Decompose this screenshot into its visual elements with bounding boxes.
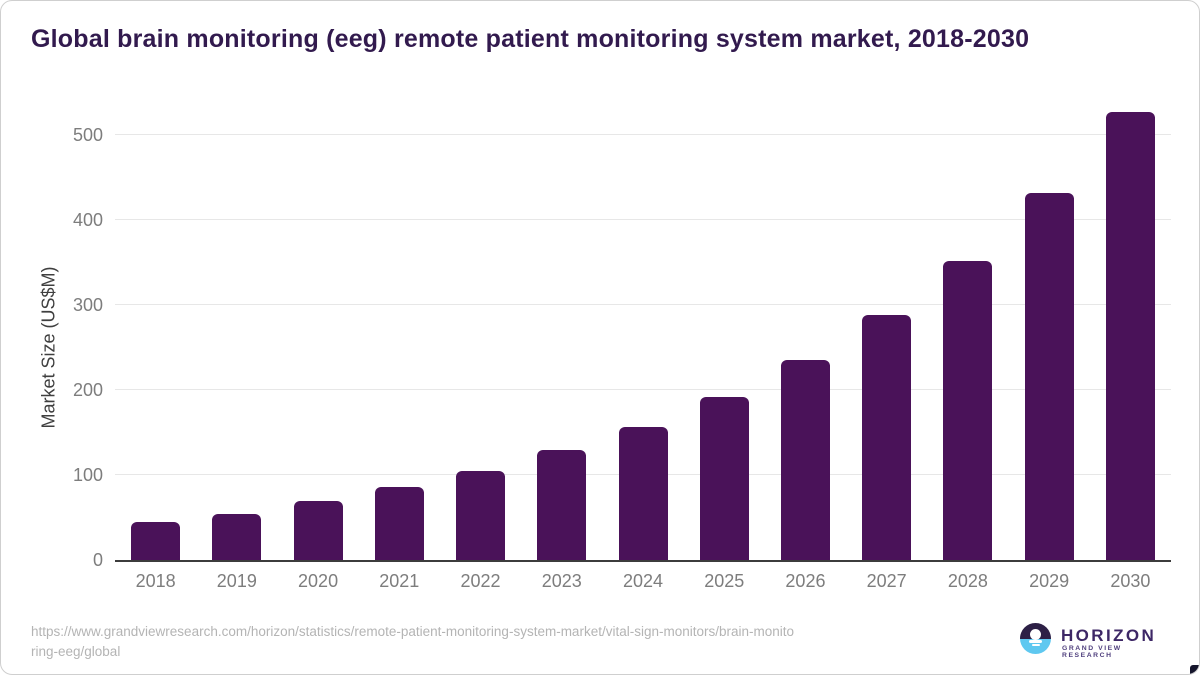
source-url-line-1: https://www.grandviewresearch.com/horizo… [31, 624, 795, 639]
y-tick-label-500: 500 [72, 125, 103, 145]
horizon-logo-icon [1020, 623, 1051, 654]
x-tick-label-2018: 2018 [135, 571, 176, 591]
bar-2019 [212, 514, 262, 560]
y-tick-label-300: 300 [72, 295, 103, 315]
source-url-line-2: ring-eeg/global [31, 644, 121, 659]
x-tick-label-2030: 2030 [1110, 571, 1151, 591]
bar-2029 [1024, 192, 1074, 560]
bar-2027 [862, 315, 912, 560]
y-tick-label-400: 400 [72, 210, 103, 230]
bar-2030 [1105, 112, 1155, 560]
bar-2022 [456, 470, 506, 560]
x-tick-label-2028: 2028 [947, 571, 988, 591]
logo-wordmark: HORIZON [1061, 626, 1157, 645]
x-tick-label-2029: 2029 [1029, 571, 1070, 591]
gridline-200 [115, 389, 1171, 390]
bar-2020 [293, 500, 343, 560]
horizon-logo: HORIZON GRAND VIEW RESEARCH [1020, 623, 1170, 659]
x-tick-label-2025: 2025 [704, 571, 745, 591]
logo-sun-icon [1030, 628, 1041, 640]
y-tick-label-100: 100 [72, 465, 103, 485]
gridline-400 [115, 219, 1171, 220]
x-tick-label-2026: 2026 [785, 571, 826, 591]
y-tick-label-200: 200 [72, 380, 103, 400]
source-url: https://www.grandviewresearch.com/horizo… [31, 622, 961, 662]
logo-sea-shape [1020, 638, 1051, 654]
bar-2028 [943, 260, 993, 560]
y-tick-label-0: 0 [92, 550, 103, 570]
x-tick-label-2021: 2021 [379, 571, 420, 591]
bar-2021 [374, 486, 424, 560]
y-axis-title: Market Size (US$M) [38, 266, 59, 429]
x-tick-label-2023: 2023 [541, 571, 582, 591]
chart-title: Global brain monitoring (eeg) remote pat… [31, 25, 1030, 53]
bar-2018 [131, 521, 181, 560]
bar-2025 [699, 396, 749, 560]
x-tick-label-2020: 2020 [298, 571, 339, 591]
gridline-500 [115, 134, 1171, 135]
x-tick-label-2027: 2027 [866, 571, 907, 591]
x-tick-label-2019: 2019 [216, 571, 257, 591]
plot-area [115, 97, 1171, 562]
x-tick-label-2022: 2022 [460, 571, 501, 591]
logo-subtitle: GRAND VIEW RESEARCH [1062, 644, 1122, 659]
gridline-300 [115, 304, 1171, 305]
bar-2024 [618, 426, 668, 560]
logo-reflection-line [1031, 644, 1040, 646]
bar-2026 [780, 360, 830, 560]
corner-mark [1190, 665, 1199, 674]
logo-reflection-line [1029, 640, 1042, 643]
bar-2023 [537, 449, 587, 560]
x-tick-label-2024: 2024 [622, 571, 663, 591]
